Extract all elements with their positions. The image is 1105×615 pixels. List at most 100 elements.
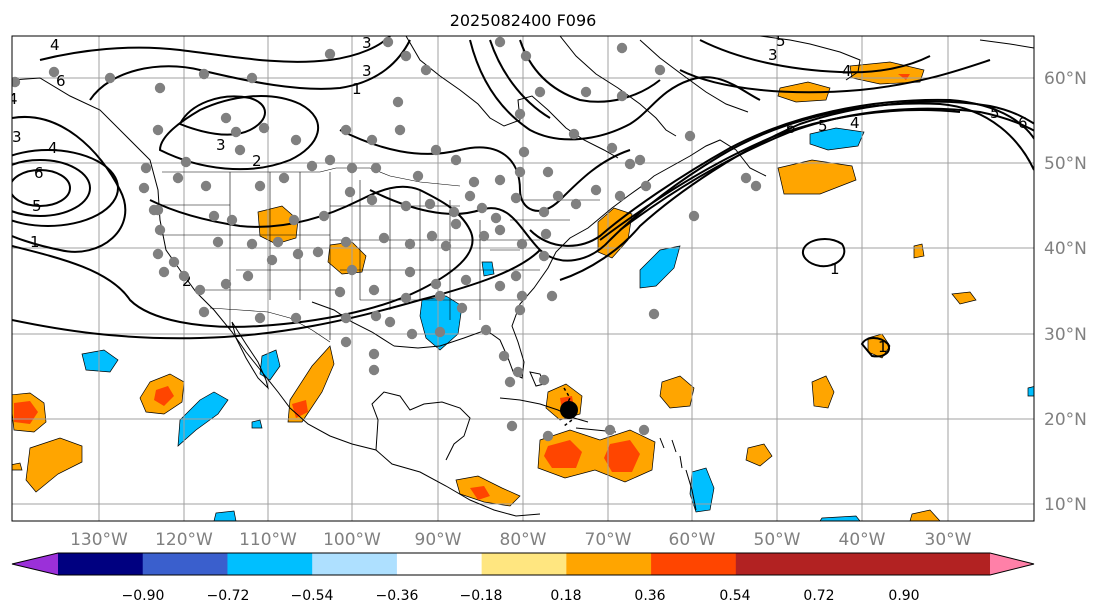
contour-label: 5 <box>776 32 786 50</box>
station-marker <box>648 308 660 320</box>
station-marker <box>266 254 278 266</box>
storm-center-marker <box>560 401 578 419</box>
colorbar-segment <box>396 553 483 575</box>
station-marker <box>616 42 628 54</box>
strong-positive-anomaly-areas <box>14 74 910 500</box>
station-marker <box>384 316 396 328</box>
station-marker <box>434 290 446 302</box>
station-marker <box>278 172 290 184</box>
station-marker <box>318 210 330 222</box>
station-marker <box>290 134 302 146</box>
colorbar-segment <box>651 553 737 575</box>
station-marker <box>494 280 506 292</box>
station-marker <box>468 176 480 188</box>
latitude-labels: 60°N 50°N 40°N 30°N 20°N 10°N <box>1044 69 1087 515</box>
colorbar-segment <box>481 553 567 575</box>
station-marker <box>424 198 436 210</box>
station-marker <box>480 324 492 336</box>
station-marker <box>404 266 416 278</box>
station-marker <box>516 290 528 302</box>
station-marker <box>198 306 210 318</box>
colorbar-tick: 0.36 <box>634 588 665 604</box>
station-marker <box>506 420 518 432</box>
colorbar-tick: 0.18 <box>550 588 581 604</box>
station-marker <box>254 180 266 192</box>
lon-label: 40°W <box>839 530 886 550</box>
station-marker <box>400 50 412 62</box>
station-marker <box>516 238 528 250</box>
station-marker <box>400 292 412 304</box>
station-marker <box>370 162 382 174</box>
station-marker <box>440 240 452 252</box>
station-marker <box>750 180 762 192</box>
station-marker <box>590 184 602 196</box>
station-marker <box>394 124 406 136</box>
station-marker <box>340 236 352 248</box>
station-marker <box>172 172 184 184</box>
contour-lines <box>12 36 1034 358</box>
station-marker <box>570 198 582 210</box>
station-marker <box>430 278 442 290</box>
contour-label: 4 <box>48 139 58 157</box>
lon-label: 50°W <box>754 530 801 550</box>
contour-label: 4 <box>850 114 860 132</box>
lon-label: 130°W <box>70 530 128 550</box>
station-marker <box>512 366 524 378</box>
station-marker <box>542 430 554 442</box>
contour-label: 4 <box>842 62 852 80</box>
station-marker <box>740 172 752 184</box>
lon-label: 120°W <box>155 530 213 550</box>
station-marker <box>634 154 646 166</box>
colorbar-outline <box>11 552 1035 576</box>
station-marker <box>426 230 438 242</box>
station-marker <box>346 264 358 276</box>
lon-label: 60°W <box>669 530 716 550</box>
station-marker <box>178 270 190 282</box>
station-marker <box>226 214 238 226</box>
contour-labels: 4 3 3 4 6 5 1 3 2 3 1 2 5 6 4 3 4 6 5 4 … <box>12 32 1028 356</box>
station-marker <box>494 174 506 186</box>
station-marker <box>430 144 442 156</box>
station-marker <box>198 68 210 80</box>
station-marker <box>504 376 516 388</box>
station-marker <box>382 36 394 48</box>
contour-label: 6 <box>56 72 66 90</box>
station-marker <box>434 326 446 338</box>
station-marker <box>688 210 700 222</box>
station-marker <box>346 162 358 174</box>
colorbar-tick: −0.36 <box>376 588 419 604</box>
colorbar-tick: −0.72 <box>207 588 250 604</box>
station-marker <box>340 124 352 136</box>
station-marker <box>246 72 258 84</box>
contour-label: 1 <box>352 80 362 98</box>
lon-label: 100°W <box>323 530 381 550</box>
colorbar-tick: 0.72 <box>803 588 834 604</box>
station-marker <box>476 202 488 214</box>
station-marker <box>494 224 506 236</box>
station-marker <box>154 82 166 94</box>
lat-label: 60°N <box>1044 69 1087 89</box>
lon-label: 90°W <box>415 530 462 550</box>
station-marker <box>104 72 116 84</box>
lon-label: 30°W <box>925 530 972 550</box>
station-marker <box>246 238 258 250</box>
lat-label: 10°N <box>1044 495 1087 515</box>
station-marker <box>510 270 522 282</box>
station-marker <box>208 210 220 222</box>
station-marker <box>450 218 462 230</box>
station-marker <box>406 328 418 340</box>
station-marker <box>520 50 532 62</box>
station-marker <box>254 312 266 324</box>
station-marker <box>494 36 506 48</box>
station-marker <box>464 190 476 202</box>
station-marker <box>478 230 490 242</box>
lon-label: 110°W <box>239 530 297 550</box>
colorbar-tick: −0.54 <box>291 588 334 604</box>
colorbar-tick: 0.90 <box>888 588 919 604</box>
station-marker <box>404 238 416 250</box>
station-marker <box>370 310 382 322</box>
station-marker <box>624 158 636 170</box>
station-marker <box>638 424 650 436</box>
station-marker <box>288 214 300 226</box>
contour-label: 5 <box>990 104 1000 122</box>
